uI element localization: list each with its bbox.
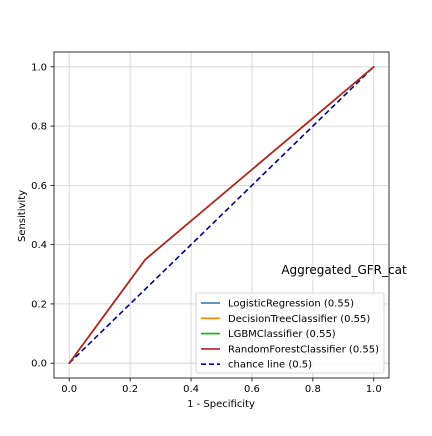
legend-label: RandomForestClassifier (0.55) bbox=[228, 344, 379, 355]
y-tick-label: 0.2 bbox=[31, 299, 47, 310]
y-tick-label: 1.0 bbox=[31, 62, 47, 73]
y-tick-label: 0.0 bbox=[31, 359, 47, 370]
legend-label: LogisticRegression (0.55) bbox=[228, 299, 354, 310]
y-tick-label: 0.4 bbox=[31, 240, 47, 251]
y-axis-label: Sensitivity bbox=[17, 190, 28, 242]
x-tick-label: 1.0 bbox=[366, 384, 382, 395]
x-tick-label: 0.4 bbox=[183, 384, 199, 395]
chart-annotation: Aggregated_GFR_cat bbox=[281, 263, 407, 277]
legend-label: DecisionTreeClassifier (0.55) bbox=[228, 314, 370, 325]
x-axis-label: 1 - Specificity bbox=[187, 399, 255, 410]
tick-layer: 0.0 0.2 0.4 0.6 0.8 1.0 0.0 0.2 0.4 0.6 0.8 1.0 bbox=[31, 62, 382, 395]
series-line-4 bbox=[68, 66, 375, 364]
legend-label: LGBMClassifier (0.55) bbox=[228, 329, 336, 340]
x-tick-label: 0.8 bbox=[305, 384, 321, 395]
series-layer bbox=[68, 66, 375, 364]
x-tick-label: 0.0 bbox=[61, 384, 77, 395]
plot-area-frame bbox=[53, 51, 390, 379]
legend-items: LogisticRegression (0.55) DecisionTreeCla… bbox=[201, 299, 379, 371]
x-tick-label: 0.2 bbox=[122, 384, 138, 395]
x-tick-label: 0.6 bbox=[244, 384, 260, 395]
legend: LogisticRegression (0.55) DecisionTreeCla… bbox=[195, 292, 385, 374]
series-line-3 bbox=[68, 66, 375, 364]
legend-box bbox=[195, 292, 385, 374]
y-tick-label: 0.6 bbox=[31, 181, 47, 192]
y-tick-label: 0.8 bbox=[31, 122, 47, 133]
legend-label: chance line (0.5) bbox=[228, 360, 312, 371]
